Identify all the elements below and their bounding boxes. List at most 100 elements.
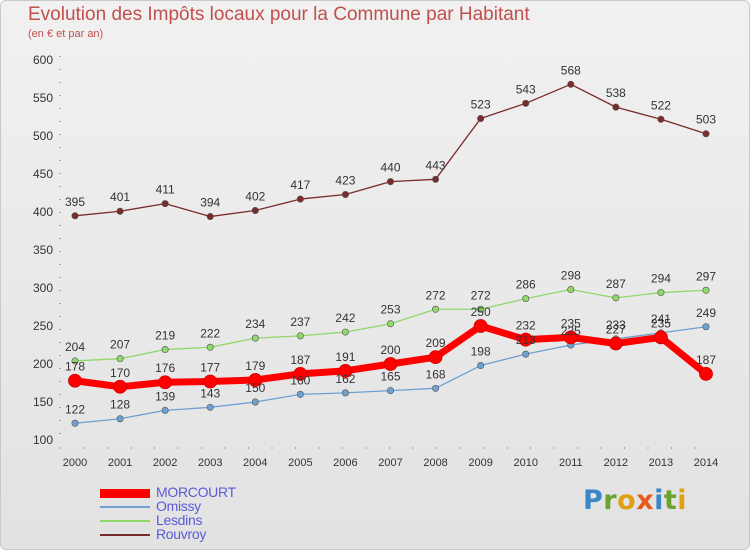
data-point-rouvroy [522, 99, 530, 107]
data-point-omissy [116, 415, 124, 423]
data-label-omissy: 128 [110, 398, 130, 412]
x-tick-label: 2014 [694, 457, 718, 469]
data-point-lesdins [386, 320, 394, 328]
x-tick-label: 2012 [604, 457, 628, 469]
x-tick-label: 2004 [243, 457, 267, 469]
data-point-lesdins [432, 305, 440, 313]
data-label-omissy: 143 [200, 386, 220, 400]
x-tick-label: 2011 [559, 457, 583, 469]
data-label-rouvroy: 503 [696, 113, 716, 127]
data-point-omissy [386, 387, 394, 395]
data-label-lesdins: 286 [516, 278, 536, 292]
x-tick-label: 2010 [513, 457, 537, 469]
chart-subtitle: (en € et par an) [28, 28, 104, 40]
data-label-omissy: 241 [651, 312, 671, 326]
data-point-morcourt [383, 357, 398, 371]
x-tick-label: 2001 [108, 457, 132, 469]
data-label-omissy: 139 [155, 389, 175, 403]
data-point-morcourt [428, 350, 443, 365]
data-label-omissy: 168 [426, 367, 446, 381]
data-label-rouvroy: 423 [335, 174, 355, 188]
data-point-rouvroy [206, 213, 214, 221]
data-label-morcourt: 227 [606, 322, 626, 336]
data-point-morcourt [473, 319, 488, 333]
data-label-morcourt: 191 [335, 350, 355, 364]
data-point-rouvroy [657, 115, 665, 123]
x-tick-label: 2005 [288, 457, 312, 469]
y-tick-label: 450 [33, 167, 53, 181]
data-label-morcourt: 250 [471, 305, 491, 319]
data-label-lesdins: 222 [200, 326, 220, 340]
x-tick-label: 2003 [198, 457, 222, 469]
y-tick-label: 550 [33, 91, 53, 105]
proxiti-logo: Proxiti [583, 485, 688, 516]
data-label-omissy: 150 [245, 381, 265, 395]
data-point-rouvroy [432, 175, 440, 183]
data-point-morcourt [608, 336, 623, 351]
legend-label: Lesdins [156, 512, 203, 528]
data-point-omissy [477, 362, 485, 370]
data-label-lesdins: 204 [65, 340, 85, 354]
data-label-rouvroy: 394 [200, 196, 220, 210]
data-point-lesdins [341, 328, 349, 336]
data-label-omissy: 213 [516, 333, 536, 347]
data-label-rouvroy: 568 [561, 63, 581, 77]
data-point-rouvroy [341, 191, 349, 199]
data-label-lesdins: 297 [696, 269, 716, 283]
data-label-rouvroy: 443 [426, 158, 446, 172]
data-label-morcourt: 170 [110, 366, 130, 380]
y-tick-label: 300 [33, 281, 53, 295]
data-point-morcourt [248, 373, 263, 387]
data-point-lesdins [612, 294, 620, 302]
data-label-lesdins: 272 [471, 288, 491, 302]
data-label-lesdins: 237 [290, 315, 310, 329]
data-point-morcourt [563, 330, 578, 345]
data-point-rouvroy [116, 207, 124, 215]
data-label-lesdins: 207 [110, 338, 130, 352]
data-label-lesdins: 219 [155, 329, 175, 343]
data-point-omissy [341, 389, 349, 397]
data-point-morcourt [293, 366, 308, 381]
data-label-lesdins: 272 [426, 288, 446, 302]
data-label-lesdins: 298 [561, 269, 581, 283]
data-point-morcourt [203, 374, 218, 389]
data-label-rouvroy: 523 [471, 98, 491, 112]
data-label-lesdins: 242 [335, 311, 355, 325]
data-point-lesdins [702, 286, 710, 294]
data-label-rouvroy: 543 [516, 82, 536, 96]
data-point-morcourt [699, 366, 713, 381]
data-label-rouvroy: 522 [651, 98, 671, 112]
x-tick-label: 2007 [378, 457, 402, 469]
data-point-morcourt [68, 373, 82, 388]
data-point-rouvroy [251, 206, 259, 214]
data-point-omissy [251, 398, 259, 406]
data-point-lesdins [567, 286, 575, 294]
data-label-morcourt: 187 [696, 353, 716, 367]
legend-swatch [100, 520, 150, 522]
legend-label: Rouvroy [156, 526, 207, 542]
data-point-rouvroy [161, 200, 169, 208]
data-label-rouvroy: 401 [110, 190, 130, 204]
data-label-rouvroy: 417 [290, 178, 310, 192]
data-point-rouvroy [477, 115, 485, 123]
data-label-lesdins: 234 [245, 317, 265, 331]
data-label-omissy: 160 [290, 373, 310, 387]
data-label-morcourt: 178 [65, 360, 85, 374]
data-label-rouvroy: 402 [245, 189, 265, 203]
data-point-lesdins [477, 305, 485, 313]
data-point-lesdins [522, 295, 530, 303]
series-line-rouvroy [74, 83, 707, 218]
legend-swatch [100, 506, 150, 508]
data-point-omissy [522, 350, 530, 358]
data-label-omissy: 233 [606, 318, 626, 332]
data-label-morcourt: 187 [290, 353, 310, 367]
data-point-rouvroy [567, 80, 575, 88]
data-label-lesdins: 294 [651, 272, 671, 286]
data-label-rouvroy: 411 [156, 183, 175, 197]
legend-swatch [100, 488, 150, 498]
data-point-omissy [161, 406, 169, 414]
x-tick-label: 2000 [63, 457, 87, 469]
data-point-lesdins [657, 289, 665, 297]
